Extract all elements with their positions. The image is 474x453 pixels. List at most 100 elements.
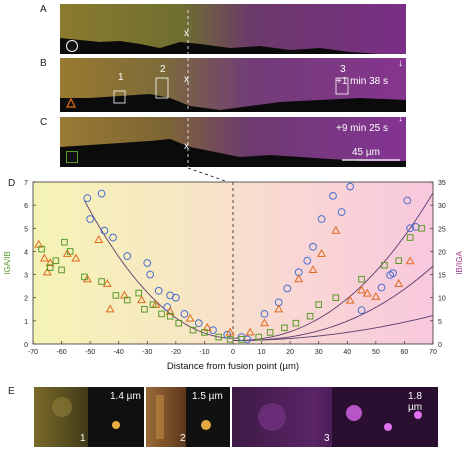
triangle-point <box>345 295 355 304</box>
scatter-chart: -70 -60 -50 -40 -30 -20 -10 0 10 20 30 40 50 60 700123… <box>3 180 464 372</box>
circle-point <box>260 310 269 318</box>
square-point <box>189 326 197 334</box>
y-left-tick-label: 4 <box>24 249 28 256</box>
x-tick-label: -50 <box>85 349 95 356</box>
x-tick-label: 10 <box>258 349 266 356</box>
square-point <box>292 319 300 327</box>
x-tick-label: 0 <box>231 349 235 356</box>
circle-point <box>389 269 397 278</box>
x-tick-label: -40 <box>114 349 124 356</box>
triangle-point <box>331 225 341 234</box>
square-point <box>123 296 131 304</box>
circle-point <box>109 233 117 242</box>
circle-point <box>309 242 317 251</box>
triangle-point <box>308 265 318 274</box>
triangle-point <box>94 235 104 243</box>
inset-1-scale: 1.4 µm <box>110 391 141 402</box>
x-tick-label: 70 <box>429 349 437 356</box>
y-right-tick-label: 30 <box>438 203 446 210</box>
y-right-tick-label: 10 <box>438 296 446 303</box>
circle-point <box>303 256 312 265</box>
roi-2-label: 2 <box>160 64 166 75</box>
triangle-point <box>137 295 147 304</box>
y-right-tick-label: 5 <box>438 319 442 326</box>
y-left-axis-label: IGA/IB <box>3 251 12 275</box>
time-b: +1 min 38 s <box>336 76 388 87</box>
inset-2-scale: 1.5 µm <box>192 391 223 402</box>
roi-1-label: 1 <box>118 72 124 83</box>
circle-point <box>337 208 346 216</box>
square-point <box>166 312 174 320</box>
square-marker-icon <box>66 151 78 163</box>
y-right-tick-label: 15 <box>438 273 446 280</box>
circle-point <box>163 303 172 311</box>
circle-point <box>317 215 326 223</box>
inset-3: 1.8 µm 3 <box>232 387 438 447</box>
y-left-tick-label: 3 <box>24 273 28 280</box>
triangle-point <box>39 253 49 262</box>
triangle-point <box>62 248 72 257</box>
fusion-mark-b: x <box>184 74 189 85</box>
circle-point <box>329 191 337 200</box>
square-point <box>52 257 60 264</box>
circle-point <box>283 284 292 293</box>
micrograph-c: x +9 min 25 s ↓ 45 µm <box>60 117 406 167</box>
triangle-marker-icon <box>66 98 76 108</box>
circle-point <box>86 215 95 223</box>
circle-point <box>143 259 152 267</box>
circle-point <box>123 252 132 260</box>
inset-3-scale: 1.8 µm <box>408 391 423 413</box>
square-point <box>266 329 274 336</box>
x-tick-label: -70 <box>28 349 38 356</box>
square-point <box>315 301 323 308</box>
y-left-tick-label: 2 <box>24 296 28 303</box>
triangle-point <box>225 327 235 336</box>
square-point <box>238 336 245 343</box>
circle-point <box>83 194 92 203</box>
square-point <box>358 275 365 283</box>
circle-point <box>403 196 412 205</box>
micrograph-a: x <box>60 4 406 54</box>
fit-curve-right-steep <box>232 192 434 341</box>
inset-1-number: 1 <box>80 433 86 444</box>
x-tick-label: 20 <box>286 349 294 356</box>
micrograph-a-mask <box>60 38 406 54</box>
x-axis-label: Distance from fusion point (µm) <box>167 361 299 372</box>
micrograph-b-mask <box>60 77 406 112</box>
square-point <box>61 238 68 246</box>
x-tick-label: 30 <box>315 349 323 356</box>
triangle-point <box>317 248 327 257</box>
panel-c-label: C <box>40 117 48 128</box>
triangle-point <box>45 258 55 267</box>
circle-point <box>171 293 180 302</box>
triangle-point <box>82 274 92 283</box>
inset-1: 1.4 µm 1 <box>34 387 144 447</box>
panel-e-label: E <box>8 386 15 397</box>
inset-2: 1.5 µm 2 <box>146 387 230 447</box>
circle-point <box>357 306 366 315</box>
square-point <box>201 329 208 336</box>
circle-point <box>194 319 203 328</box>
x-tick-label: -10 <box>199 349 209 356</box>
square-point <box>381 262 388 269</box>
square-point <box>332 294 340 302</box>
triangle-point <box>294 274 304 283</box>
square-point <box>395 257 403 264</box>
circle-point <box>97 189 106 198</box>
circle-point <box>346 182 355 191</box>
fit-curve-right-mid <box>232 265 434 341</box>
x-tick-label: 60 <box>401 349 409 356</box>
square-point <box>281 324 288 332</box>
triangle-point <box>42 267 52 276</box>
triangle-point <box>105 304 115 313</box>
circle-point <box>377 283 386 292</box>
y-right-tick-label: 25 <box>438 226 446 233</box>
square-point <box>112 292 120 299</box>
circle-point <box>180 310 189 318</box>
micrograph-c-mask <box>60 139 406 167</box>
square-point <box>149 301 157 308</box>
square-point <box>66 248 74 255</box>
triangle-point <box>259 318 269 327</box>
square-point <box>158 310 165 318</box>
